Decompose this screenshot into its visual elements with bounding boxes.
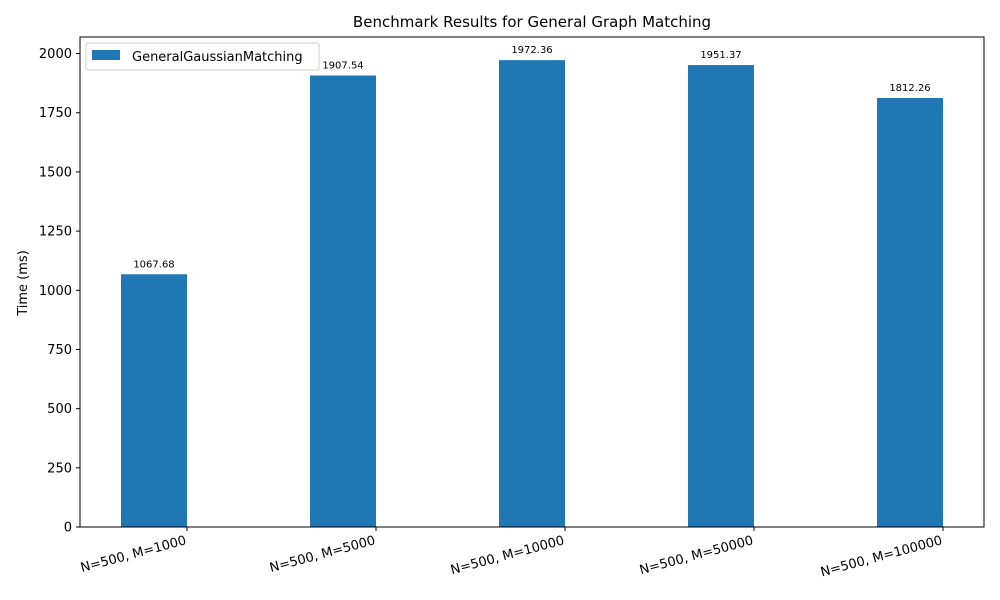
y-tick-label: 750 xyxy=(47,343,72,358)
y-tick-label: 1250 xyxy=(39,225,72,240)
bar-value-label: 1067.68 xyxy=(133,259,174,270)
y-tick-label: 250 xyxy=(47,461,72,476)
x-tick-label: N=500, M=50000 xyxy=(638,533,755,578)
x-tick-label: N=500, M=100000 xyxy=(819,533,944,580)
legend-box xyxy=(85,42,320,71)
y-tick-label: 1000 xyxy=(39,284,72,299)
legend-swatch xyxy=(92,50,120,60)
y-tick-label: 2000 xyxy=(39,47,72,62)
bar-value-label: 1907.54 xyxy=(322,60,363,71)
x-tick-label: N=500, M=5000 xyxy=(268,533,377,576)
bar-value-label: 1812.26 xyxy=(889,83,930,94)
y-tick-label: 0 xyxy=(64,521,72,536)
bar xyxy=(310,75,376,527)
y-axis: 0 250 500 750 1000 1250 1500 1750 2000 xyxy=(39,47,80,536)
y-tick-label: 500 xyxy=(47,402,72,417)
y-tick-label: 1750 xyxy=(39,106,72,121)
chart-title: Benchmark Results for General Graph Matc… xyxy=(353,13,711,31)
bar xyxy=(877,98,943,527)
x-tick-label: N=500, M=10000 xyxy=(449,533,566,578)
bar-value-label: 1972.36 xyxy=(511,45,552,56)
bar-value-label: 1951.37 xyxy=(700,50,741,61)
x-axis: N=500, M=1000 N=500, M=5000 N=500, M=10000… xyxy=(79,527,944,580)
plot-area-frame xyxy=(79,36,985,528)
bar xyxy=(121,274,187,527)
legend-entry: GeneralGaussianMatching xyxy=(132,50,303,65)
y-axis-label: Time (ms) xyxy=(16,250,31,317)
bar xyxy=(499,60,565,527)
bars xyxy=(121,60,943,528)
data-labels: 1067.68 1907.54 1972.36 1951.37 1812.26 xyxy=(133,45,930,270)
y-tick-label: 1500 xyxy=(39,165,72,180)
bar xyxy=(688,65,754,528)
legend: GeneralGaussianMatching xyxy=(85,42,320,71)
x-tick-label: N=500, M=1000 xyxy=(79,533,188,576)
